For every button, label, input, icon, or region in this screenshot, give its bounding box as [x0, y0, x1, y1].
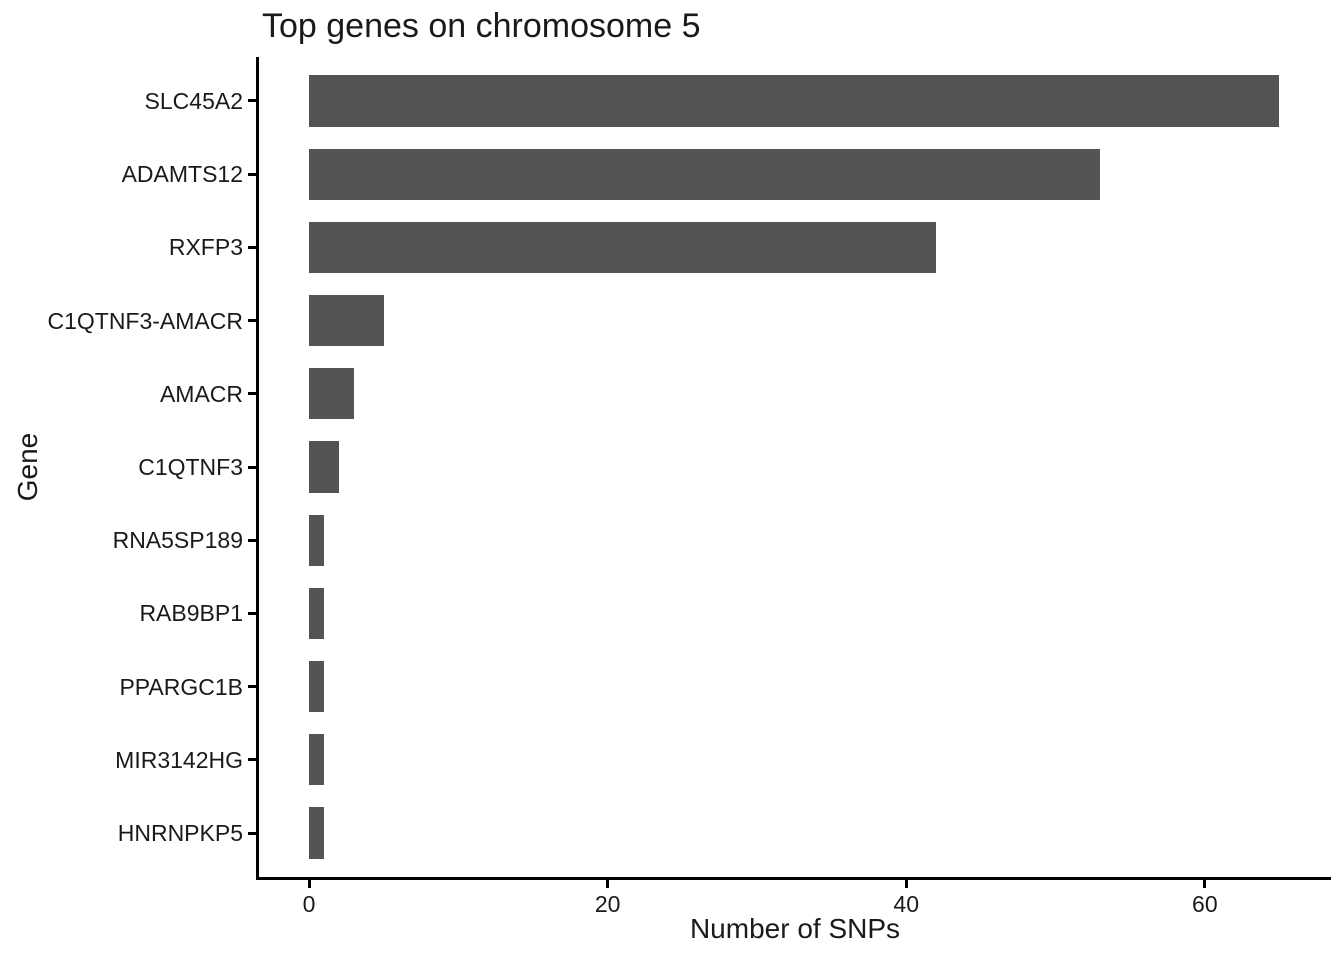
y-tick: [248, 611, 256, 615]
y-tick-label: RXFP3: [168, 234, 243, 261]
bar: [309, 221, 937, 273]
y-tick-label: ADAMTS12: [121, 161, 243, 188]
bar: [309, 368, 354, 420]
x-tick-label: 0: [302, 891, 316, 917]
y-tick-label: AMACR: [159, 380, 243, 407]
y-tick-label: MIR3142HG: [115, 746, 243, 773]
bar: [309, 148, 1101, 200]
x-tick-label: 60: [1192, 891, 1218, 917]
bar: [309, 441, 339, 493]
x-tick: [904, 880, 908, 888]
y-tick: [248, 319, 256, 323]
bar: [309, 294, 384, 347]
x-tick: [307, 880, 311, 888]
y-tick: [248, 172, 256, 176]
y-tick-label: PPARGC1B: [119, 673, 243, 700]
y-tick-label: RAB9BP1: [139, 600, 243, 627]
y-axis-line: [256, 57, 259, 880]
y-tick-label: C1QTNF3-AMACR: [47, 307, 243, 334]
y-tick: [248, 538, 256, 542]
x-tick: [1203, 880, 1207, 888]
bar: [309, 807, 324, 859]
bar: [309, 661, 324, 713]
chart-title: Top genes on chromosome 5: [262, 7, 701, 45]
x-axis-line: [256, 877, 1331, 880]
x-tick: [606, 880, 610, 888]
bar: [309, 587, 324, 640]
y-tick-label: HNRNPKP5: [117, 820, 243, 847]
bar: [309, 734, 324, 786]
x-tick-label: 40: [893, 891, 920, 917]
x-axis-title: Number of SNPs: [689, 913, 901, 944]
y-tick: [248, 758, 256, 762]
y-tick: [248, 99, 256, 103]
y-tick: [248, 831, 256, 835]
bar: [309, 75, 1280, 127]
y-tick: [248, 465, 256, 469]
y-tick: [248, 392, 256, 396]
y-tick-label: SLC45A2: [144, 87, 243, 114]
bar: [309, 514, 324, 566]
y-tick-label: C1QTNF3: [138, 454, 243, 480]
y-tick: [248, 685, 256, 689]
y-tick: [248, 245, 256, 249]
x-tick-label: 20: [594, 891, 621, 917]
y-tick-label: RNA5SP189: [112, 527, 243, 554]
